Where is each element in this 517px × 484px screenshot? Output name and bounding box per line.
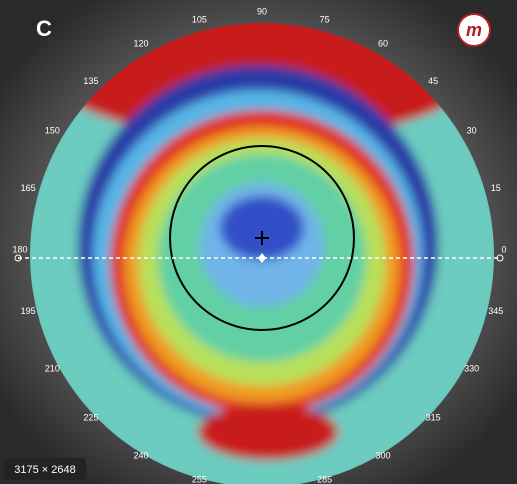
angle-label: 165 bbox=[21, 183, 36, 193]
axis-end bbox=[14, 254, 22, 262]
angle-label: 240 bbox=[133, 450, 148, 460]
axis-end bbox=[496, 254, 504, 262]
angle-label: 285 bbox=[317, 474, 332, 484]
angle-label: 150 bbox=[45, 125, 60, 135]
angle-label: 345 bbox=[488, 306, 503, 316]
angle-label: 30 bbox=[467, 125, 477, 135]
angle-label: 90 bbox=[257, 6, 267, 16]
angle-label: 180 bbox=[12, 244, 27, 254]
angle-label: 105 bbox=[192, 14, 207, 24]
logo-badge bbox=[457, 13, 491, 47]
pupil-center bbox=[255, 231, 269, 245]
logo: m bbox=[457, 13, 491, 47]
angle-label: 195 bbox=[21, 306, 36, 316]
panel-label: C bbox=[36, 16, 52, 41]
angle-label: 300 bbox=[375, 450, 390, 460]
angle-label: 75 bbox=[320, 14, 330, 24]
angle-label: 210 bbox=[45, 363, 60, 373]
image-size: 3175 × 2648 bbox=[14, 464, 75, 476]
pupil-circle bbox=[169, 145, 355, 331]
angle-label: 330 bbox=[464, 363, 479, 373]
angle-labels: 0 15 30 45 60 75 90 105 120 135 150 165 180 195 210 225… bbox=[12, 6, 506, 484]
angle-label: 120 bbox=[133, 38, 148, 48]
center-blue-zone bbox=[220, 196, 304, 260]
size-badge bbox=[4, 458, 86, 480]
angle-label: 315 bbox=[426, 413, 441, 423]
angle-label: 60 bbox=[378, 38, 388, 48]
angle-label: 135 bbox=[83, 76, 98, 86]
vertex-marker bbox=[258, 253, 266, 263]
angle-label: 45 bbox=[428, 76, 438, 86]
logo-text: m bbox=[466, 20, 482, 40]
angle-label: 225 bbox=[83, 413, 98, 423]
angle-label: 15 bbox=[491, 183, 501, 193]
angle-label: 0 bbox=[501, 244, 506, 254]
angle-label: 255 bbox=[192, 474, 207, 484]
top-red-zone bbox=[32, 23, 492, 140]
bottom-red-zone bbox=[198, 404, 338, 460]
angle-label: 270 bbox=[254, 482, 269, 484]
